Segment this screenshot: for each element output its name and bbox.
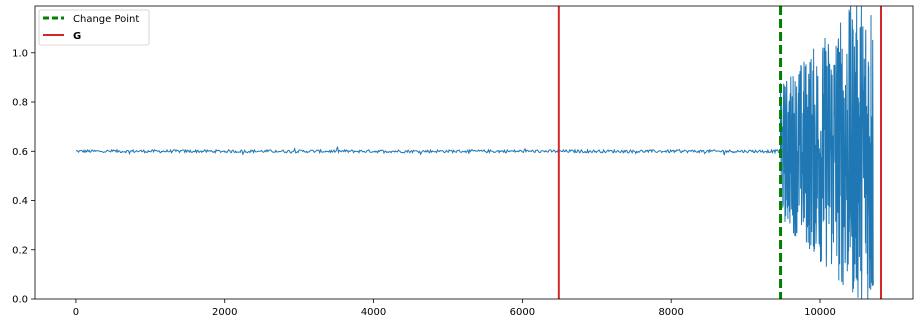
x-tick-label: 6000 — [510, 307, 535, 318]
y-axis: 0.0 0.2 0.4 0.6 0.8 1.0 — [12, 48, 35, 306]
legend-label-change-point: Change Point — [73, 14, 139, 25]
y-tick-label: 1.0 — [12, 48, 28, 59]
legend-box — [38, 9, 150, 46]
legend-label-g: G — [73, 31, 81, 42]
x-tick-label: 0 — [73, 307, 79, 318]
y-tick-label: 0.4 — [12, 196, 28, 207]
legend: Change Point G — [38, 9, 150, 46]
x-axis: 0 2000 4000 6000 8000 10000 — [73, 299, 836, 318]
vertical-lines-layer — [557, 6, 883, 299]
series-line — [75, 5, 874, 300]
y-tick-label: 0.0 — [12, 295, 28, 306]
x-tick-label: 2000 — [212, 307, 237, 318]
series-layer — [75, 5, 874, 300]
x-tick-label: 8000 — [658, 307, 683, 318]
y-tick-label: 0.6 — [12, 147, 28, 158]
x-tick-label: 4000 — [361, 307, 386, 318]
plot-frame — [34, 5, 914, 300]
y-tick-label: 0.8 — [12, 98, 28, 109]
y-tick-label: 0.2 — [12, 245, 28, 256]
x-tick-label: 10000 — [804, 307, 836, 318]
